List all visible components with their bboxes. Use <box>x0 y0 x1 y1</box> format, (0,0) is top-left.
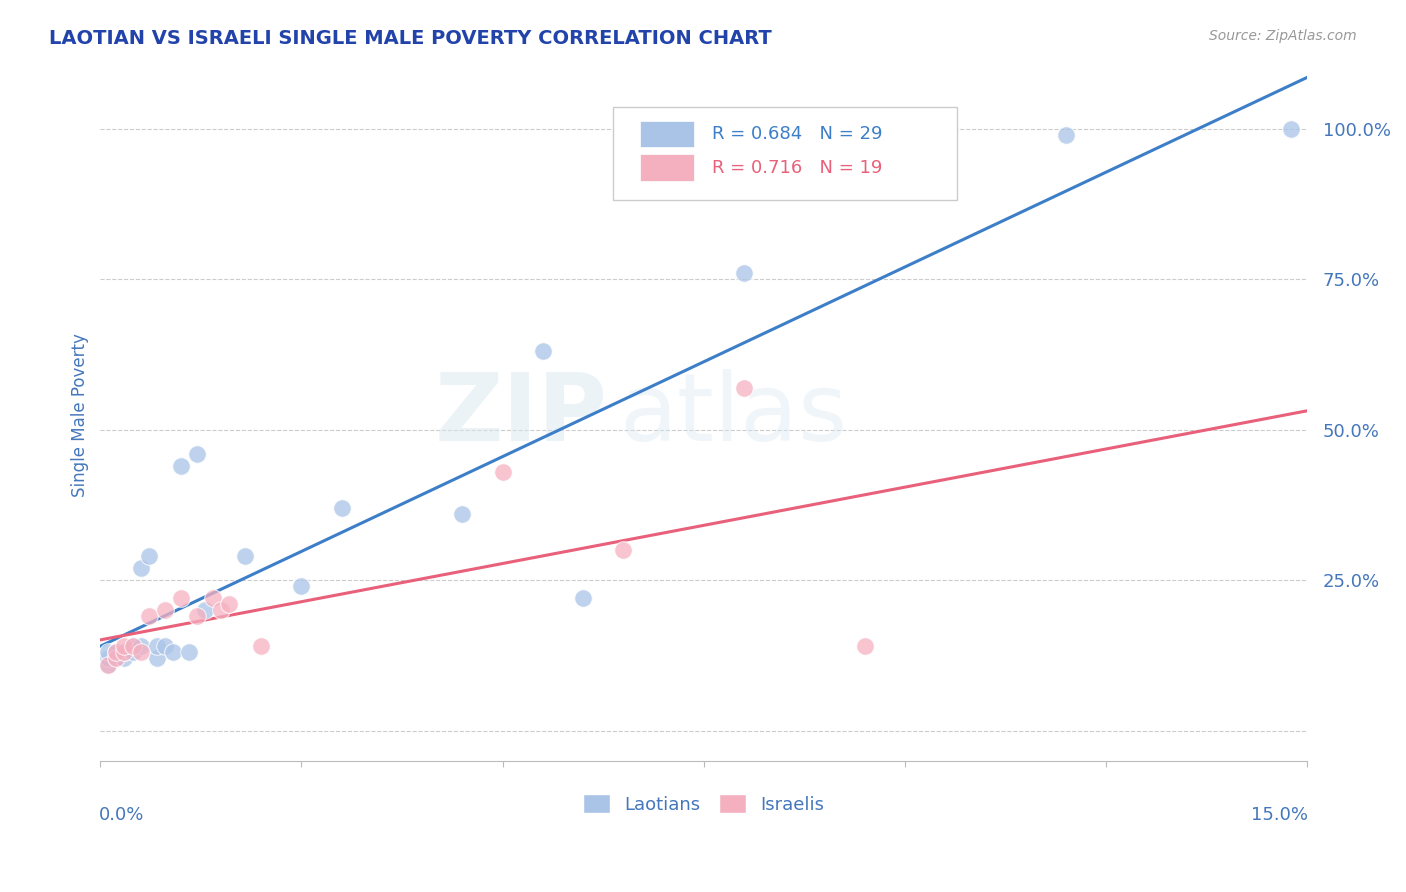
FancyBboxPatch shape <box>613 107 957 200</box>
Point <box>218 597 240 611</box>
Point <box>97 657 120 672</box>
Point <box>129 640 152 654</box>
Point <box>121 645 143 659</box>
Point <box>170 458 193 473</box>
Point <box>177 645 200 659</box>
Point <box>114 645 136 659</box>
Point <box>105 645 128 659</box>
Point <box>121 640 143 654</box>
Point <box>250 640 273 654</box>
Text: LAOTIAN VS ISRAELI SINGLE MALE POVERTY CORRELATION CHART: LAOTIAN VS ISRAELI SINGLE MALE POVERTY C… <box>49 29 772 47</box>
Point <box>186 447 208 461</box>
Point <box>138 549 160 563</box>
Point <box>233 549 256 563</box>
Point <box>491 465 513 479</box>
Point <box>451 507 474 521</box>
Point <box>97 657 120 672</box>
Point <box>153 603 176 617</box>
Point <box>114 651 136 665</box>
Point <box>1054 128 1077 142</box>
Point <box>138 609 160 624</box>
Point <box>145 640 167 654</box>
Point <box>114 645 136 659</box>
Text: R = 0.684   N = 29: R = 0.684 N = 29 <box>711 125 883 144</box>
Point <box>194 603 217 617</box>
Point <box>129 645 152 659</box>
Point <box>209 603 232 617</box>
Point <box>1279 121 1302 136</box>
Point <box>612 543 634 558</box>
Point <box>121 640 143 654</box>
Point <box>290 579 312 593</box>
Point <box>153 640 176 654</box>
Text: ZIP: ZIP <box>434 368 607 460</box>
Text: atlas: atlas <box>619 368 848 460</box>
Point <box>97 651 120 665</box>
Legend: Laotians, Israelis: Laotians, Israelis <box>576 788 831 821</box>
Point <box>162 645 184 659</box>
Point <box>129 561 152 575</box>
Point <box>330 500 353 515</box>
Point <box>853 640 876 654</box>
Point <box>105 651 128 665</box>
Point <box>733 266 755 280</box>
Text: 0.0%: 0.0% <box>100 805 145 824</box>
FancyBboxPatch shape <box>640 121 695 147</box>
FancyBboxPatch shape <box>640 154 695 181</box>
Point <box>572 591 595 606</box>
Point <box>186 609 208 624</box>
Text: Source: ZipAtlas.com: Source: ZipAtlas.com <box>1209 29 1357 43</box>
Point <box>170 591 193 606</box>
Point <box>114 640 136 654</box>
Point <box>97 645 120 659</box>
Point <box>145 651 167 665</box>
Point <box>105 651 128 665</box>
Point <box>733 381 755 395</box>
Point <box>201 591 224 606</box>
Text: R = 0.716   N = 19: R = 0.716 N = 19 <box>711 159 883 177</box>
Point <box>105 645 128 659</box>
Point <box>531 344 554 359</box>
Text: 15.0%: 15.0% <box>1251 805 1308 824</box>
Y-axis label: Single Male Poverty: Single Male Poverty <box>72 333 89 497</box>
